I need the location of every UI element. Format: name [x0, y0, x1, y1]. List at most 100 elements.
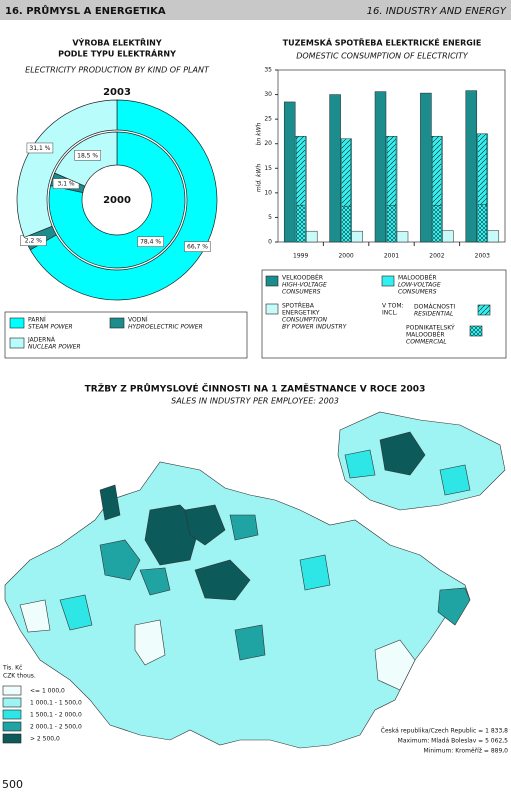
- legend-name: PARNÍ: [28, 317, 46, 324]
- legend-label: 1 500,1 - 2 000,0: [30, 712, 82, 719]
- legend-swatch: [2, 709, 22, 720]
- x-tick-label: 2000: [338, 253, 353, 260]
- legend-swatch: [109, 317, 125, 329]
- district: [194, 559, 251, 601]
- title: TUZEMSKÁ SPOTŘEBA ELEKTRICKÉ ENERGIE: [283, 37, 482, 48]
- district: [139, 567, 171, 596]
- district: [134, 619, 166, 666]
- bar: [374, 91, 387, 243]
- text-line: DOMÁCNOSTI: [414, 304, 455, 311]
- legend-label: <= 1 000,0: [30, 688, 65, 695]
- legend-swatch: [381, 275, 395, 287]
- text-line: PODLE TYPU ELEKTRÁRNY: [58, 48, 176, 59]
- legend-name-en: NUCLEAR POWER: [28, 344, 81, 351]
- map-subtitle: SALES IN INDUSTRY PER EMPLOYEE: 2003: [171, 397, 339, 406]
- text-line: SPOTŘEBA: [282, 302, 315, 310]
- y-label: bn kWh: [256, 122, 263, 145]
- bar-part: [341, 138, 351, 207]
- text-line: Tis. Kč: [2, 665, 22, 672]
- value-label: 18,5 %: [77, 152, 98, 159]
- district: [299, 554, 331, 591]
- bar-part: [386, 136, 397, 206]
- text-line: V TOM:: [382, 303, 404, 310]
- text-line: LOW-VOLTAGE: [398, 282, 441, 289]
- legend-label: 2 000,1 - 2 500,0: [30, 724, 82, 731]
- text-line: MALOODBĚR: [398, 274, 437, 282]
- inset-district: [379, 431, 426, 476]
- bar: [487, 230, 500, 243]
- value-label-box: [137, 236, 164, 247]
- map-note: Česká republika/Czech Republic = 1 833,8: [381, 728, 508, 735]
- district: [229, 514, 259, 541]
- district: [437, 587, 471, 626]
- text-line: INCL.: [382, 310, 398, 317]
- bar: [305, 230, 318, 243]
- value-label: 78,4 %: [140, 239, 161, 246]
- legend-swatch: [9, 317, 25, 329]
- text-line: COMMERCIAL: [406, 339, 447, 346]
- bar-part: [296, 204, 306, 243]
- y-tick-label: 20: [264, 140, 272, 147]
- text-line: VELKOODBĚR: [282, 274, 323, 282]
- text-line: BY POWER INDUSTRY: [282, 324, 348, 331]
- x-tick-label: 2001: [384, 253, 399, 260]
- donut-segment: [48, 131, 186, 269]
- donut-segment: [16, 99, 118, 238]
- header-left: 16. PRŮMYSL A ENERGETIKA: [5, 4, 166, 17]
- y-tick-label: 0: [268, 239, 272, 246]
- legend-swatch: [2, 721, 22, 732]
- value-label: 2,2 %: [25, 238, 42, 245]
- bar: [283, 101, 296, 243]
- bar: [351, 230, 363, 243]
- bar-part: [432, 136, 442, 206]
- legend-frame: [261, 269, 507, 359]
- district: [19, 599, 51, 633]
- y-tick-label: 5: [268, 214, 272, 221]
- legend-swatch: [9, 337, 25, 349]
- y-tick-label: 15: [264, 165, 272, 172]
- legend-swatch: [469, 325, 483, 337]
- legend-swatch: [2, 685, 22, 696]
- map-note: Maximum: Mladá Boleslav = 5 062,5: [398, 738, 508, 745]
- legend-swatch: [477, 304, 491, 316]
- bar-part: [477, 133, 487, 205]
- district: [59, 594, 93, 631]
- subtitle: DOMESTIC CONSUMPTION OF ELECTRICITY: [296, 52, 469, 61]
- text-line: HIGH-VOLTAGE: [282, 282, 327, 289]
- bar: [420, 92, 432, 243]
- legend-swatch: [265, 303, 279, 315]
- inset-district: [439, 464, 471, 496]
- bar-part: [341, 205, 351, 243]
- x-tick-label: 1999: [293, 253, 308, 260]
- bar-part: [386, 205, 397, 243]
- legend-frame: [4, 311, 248, 359]
- value-label-box: [20, 235, 47, 246]
- district: [99, 539, 141, 581]
- value-label: 3,1 %: [57, 181, 74, 188]
- y-label: mld. kWh: [256, 164, 263, 193]
- page-number: 500: [2, 778, 23, 791]
- bar: [396, 231, 409, 243]
- legend-label: > 2 500,0: [30, 736, 60, 743]
- bar-part: [432, 205, 442, 243]
- value-label-box: [26, 142, 54, 154]
- district: [234, 624, 266, 661]
- text-line: CONSUMERS: [398, 289, 437, 296]
- text-line: MALOODBĚR: [406, 331, 445, 339]
- legend-swatch: [2, 697, 22, 708]
- y-tick-label: 10: [264, 189, 272, 196]
- inset-district: [344, 449, 376, 479]
- legend-label: 1 000,1 - 1 500,0: [30, 700, 82, 707]
- value-label-box: [74, 150, 101, 161]
- y-tick-label: 25: [264, 116, 272, 123]
- district: [374, 639, 416, 691]
- ring-label: 2000: [103, 195, 131, 206]
- donut-segment: [29, 99, 218, 301]
- value-label: 66,7 %: [187, 244, 208, 251]
- header-right: 16. INDUSTRY AND ENERGY: [367, 6, 507, 17]
- district: [99, 484, 121, 521]
- text-line: ENERGETIKY: [282, 310, 320, 317]
- text-line: CONSUMERS: [282, 289, 321, 296]
- legend-swatch: [265, 275, 279, 287]
- district: [184, 504, 226, 546]
